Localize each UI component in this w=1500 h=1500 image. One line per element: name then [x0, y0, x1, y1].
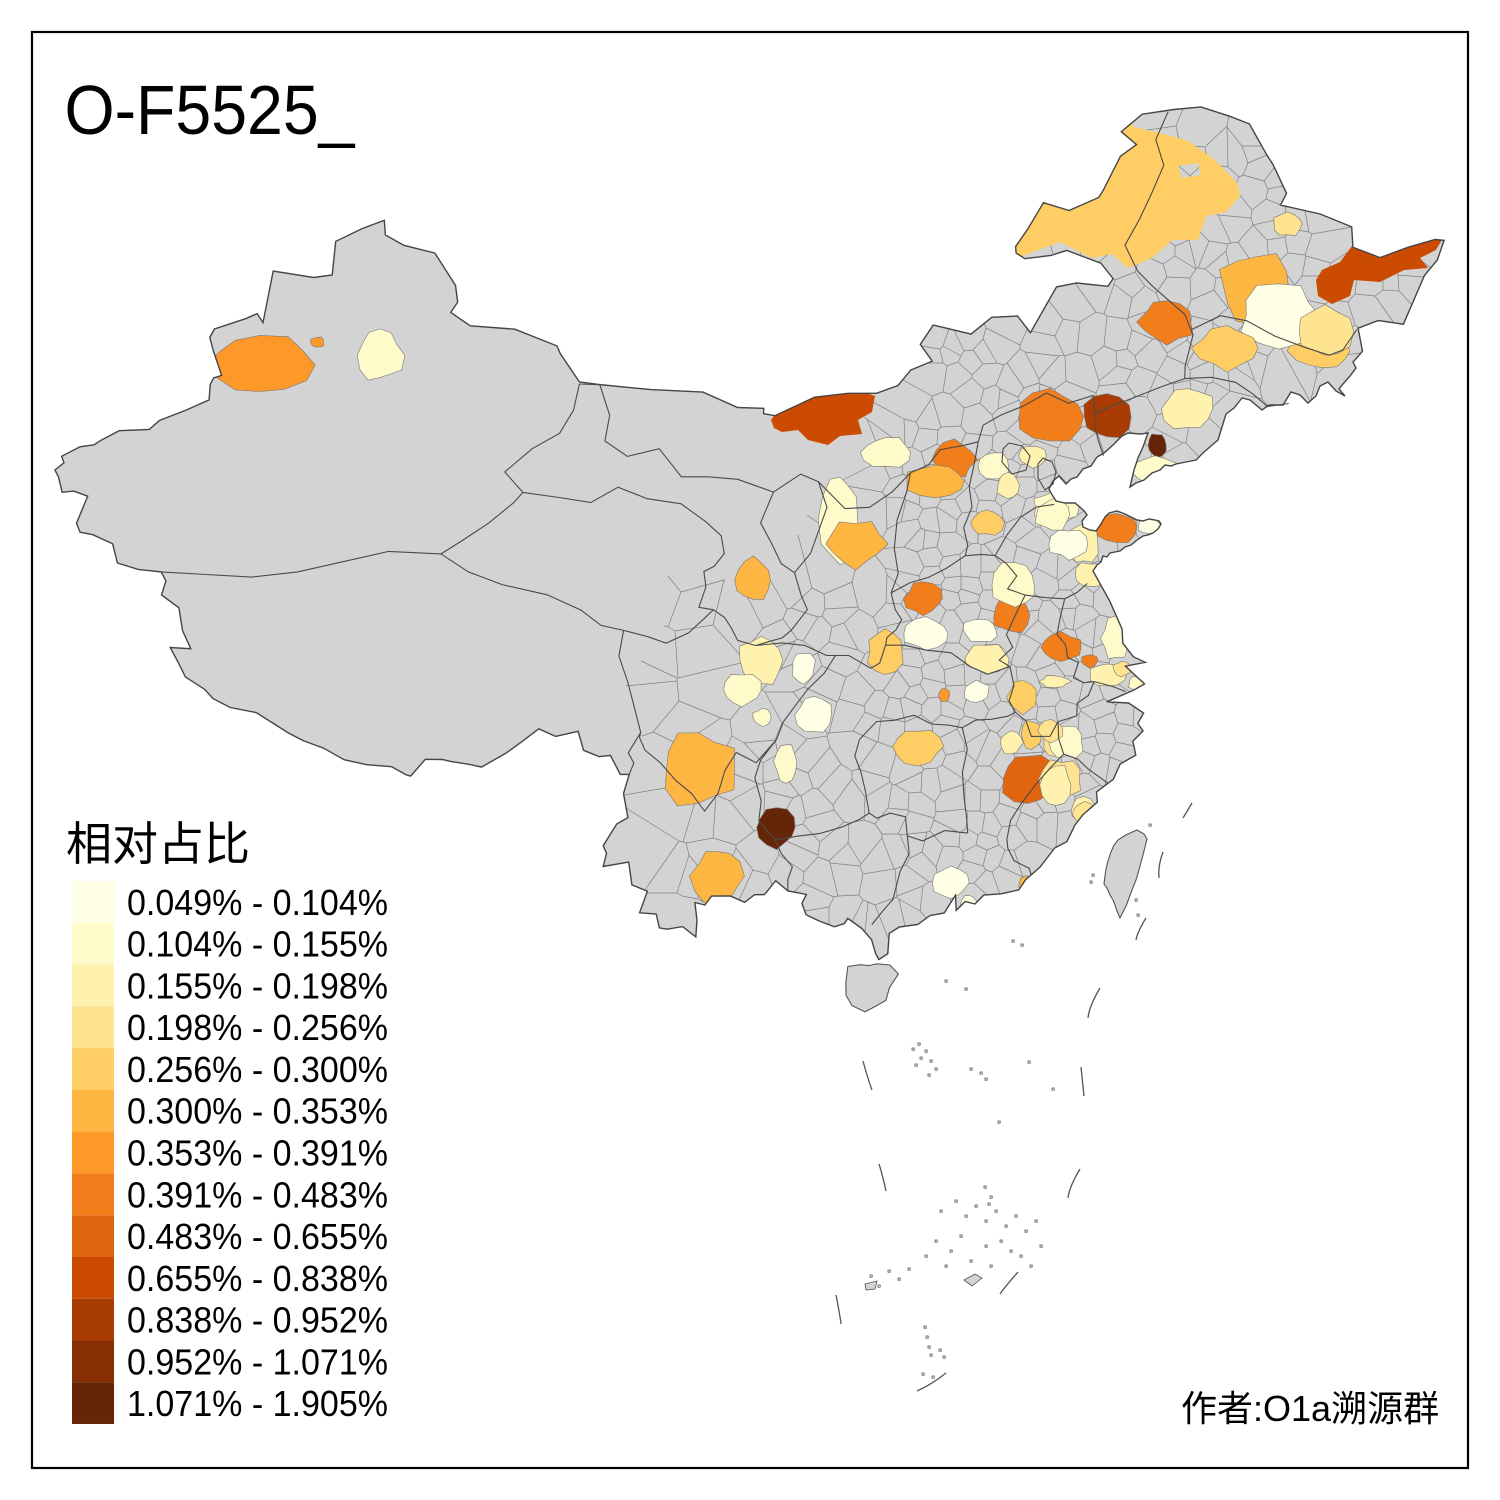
- svg-text:0.300% - 0.353%: 0.300% - 0.353%: [127, 1091, 388, 1132]
- svg-text:O-F5525_: O-F5525_: [65, 71, 356, 149]
- svg-text:0.952% - 1.071%: 0.952% - 1.071%: [127, 1341, 388, 1382]
- svg-text:0.391% - 0.483%: 0.391% - 0.483%: [127, 1174, 388, 1215]
- svg-text:0.353% - 0.391%: 0.353% - 0.391%: [127, 1133, 388, 1174]
- svg-text:0.049% - 0.104%: 0.049% - 0.104%: [127, 882, 388, 923]
- svg-text:0.104% - 0.155%: 0.104% - 0.155%: [127, 924, 388, 965]
- svg-text:0.256% - 0.300%: 0.256% - 0.300%: [127, 1049, 388, 1090]
- svg-text:作者:O1a溯源群: 作者:O1a溯源群: [1181, 1388, 1439, 1429]
- svg-text:相对占比: 相对占比: [66, 818, 250, 870]
- svg-text:0.838% - 0.952%: 0.838% - 0.952%: [127, 1300, 388, 1341]
- svg-text:0.655% - 0.838%: 0.655% - 0.838%: [127, 1258, 388, 1299]
- svg-text:0.198% - 0.256%: 0.198% - 0.256%: [127, 1007, 388, 1048]
- svg-text:1.071% - 1.905%: 1.071% - 1.905%: [127, 1383, 388, 1424]
- svg-text:0.483% - 0.655%: 0.483% - 0.655%: [127, 1216, 388, 1257]
- svg-text:0.155% - 0.198%: 0.155% - 0.198%: [127, 965, 388, 1006]
